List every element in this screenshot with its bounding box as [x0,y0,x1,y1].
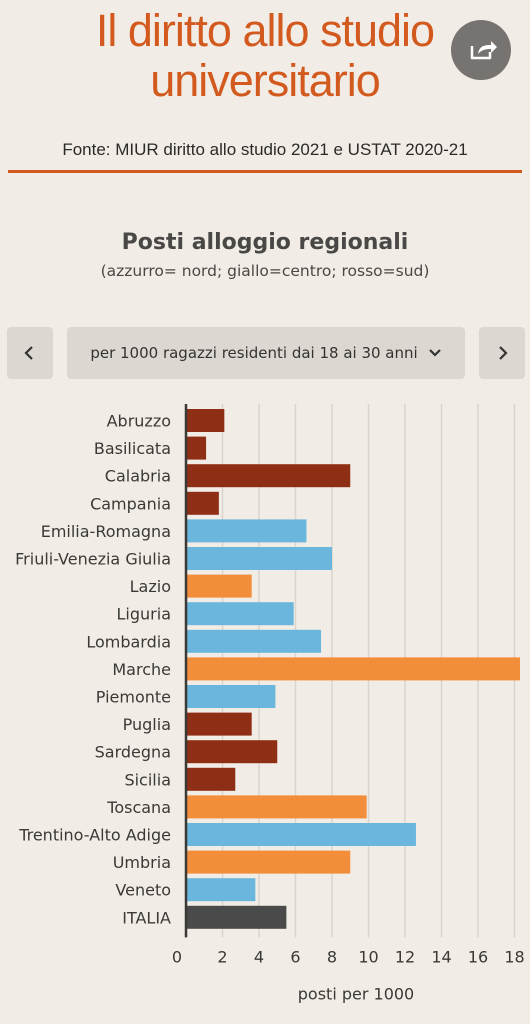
bar [186,657,520,681]
source-note: Fonte: MIUR diritto allo studio 2021 e U… [62,140,468,159]
bar [186,767,236,791]
category-label: Piemonte [96,688,171,707]
category-label: Liguria [117,605,171,624]
chart-title: Posti alloggio regionali [121,230,409,255]
share-button[interactable] [451,20,511,80]
category-label: Puglia [123,715,171,734]
page-title: Il diritto allo studio universitario [0,6,530,106]
tick-label: 12 [395,947,415,966]
bar [186,740,278,764]
bar [186,409,225,432]
chevron-left-icon [24,346,33,360]
tick-label: 18 [504,947,524,966]
previous-button[interactable] [7,327,53,379]
category-label: Umbria [113,853,171,872]
chevron-right-icon [499,346,508,360]
category-label: ITALIA [122,908,171,927]
category-label: Campania [90,494,171,513]
tick-label: 0 [172,947,182,966]
bar [186,905,287,929]
category-label: Trentino-Alto Adige [18,826,171,845]
metric-dropdown[interactable]: per 1000 ragazzi residenti dai 18 ai 30 … [67,327,465,379]
bar [186,629,322,653]
bar [186,547,332,570]
chart-bars [186,409,520,929]
bar [186,712,252,736]
tick-label: 8 [327,947,337,966]
tick-label: 4 [254,947,264,966]
category-label: Toscana [106,798,171,817]
bar-chart: Abruzzo Basilicata Calabria Campania Emilia-… [15,404,525,1003]
category-label: Lombardia [86,632,171,651]
bar [186,795,367,819]
x-axis-label: posti per 1000 [298,984,414,1003]
bar [186,823,416,846]
tick-label: 10 [358,947,378,966]
category-label: Calabria [105,467,171,486]
tick-label: 2 [217,947,227,966]
chart-subtitle: (azzurro= nord; giallo=centro; rosso=sud… [100,262,430,280]
page-title-line-1: Il diritto allo studio [95,5,435,56]
bar [186,602,294,626]
category-label: Marche [112,660,171,679]
header-divider [8,170,522,173]
category-label: Sicilia [124,770,171,789]
dropdown-label: per 1000 ragazzi residenti dai 18 ai 30 … [90,344,418,362]
tick-label: 14 [431,947,451,966]
bar [186,519,307,543]
share-icon [470,41,497,60]
chart-tick-labels: 0 2 4 6 8 10 12 14 16 18 [172,947,525,966]
bar [186,436,207,460]
tick-label: 16 [468,947,488,966]
category-label: Friuli-Venezia Giulia [15,550,171,569]
category-label: Emilia-Romagna [41,522,171,541]
tick-label: 6 [290,947,300,966]
category-label: Sardegna [95,743,171,762]
chevron-down-icon [428,349,441,357]
category-label: Veneto [115,881,171,900]
bar [186,574,252,598]
bar [186,878,256,902]
chart-category-labels: Abruzzo Basilicata Calabria Campania Emilia-… [15,412,171,928]
category-label: Abruzzo [107,412,171,431]
next-button[interactable] [479,327,525,379]
bar [186,491,219,515]
category-label: Basilicata [94,439,171,458]
category-label: Lazio [130,577,171,596]
bar [186,850,351,874]
page-title-line-2: universitario [150,55,381,106]
bar [186,685,276,708]
bar [186,464,351,488]
